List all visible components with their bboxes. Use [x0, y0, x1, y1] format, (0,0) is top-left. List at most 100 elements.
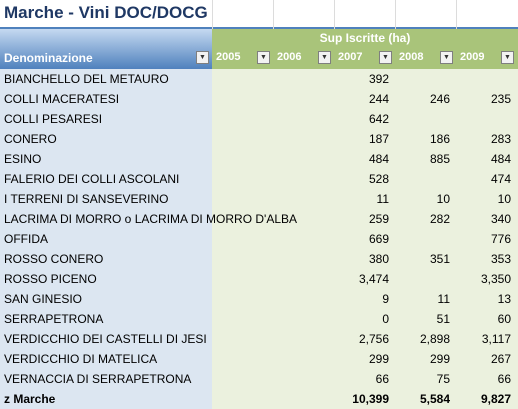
cell-denominazione[interactable]: I TERRENI DI SANSEVERINO	[4, 192, 169, 206]
header-group-label: Sup Iscritte (ha)	[319, 31, 411, 45]
cell-2007[interactable]: 2,756	[358, 332, 389, 346]
column-header-2007: 2007	[338, 51, 363, 63]
cell-2008[interactable]: 186	[429, 132, 450, 146]
cell-2007[interactable]: 642	[368, 112, 389, 126]
cell-denominazione[interactable]: SAN GINESIO	[4, 292, 83, 306]
cell-2008[interactable]: 885	[429, 152, 450, 166]
table-row: VERNACCIA DI SERRAPETRONA 66 75 66	[0, 369, 518, 389]
cell-2008[interactable]: 299	[429, 352, 450, 366]
cell-total-label[interactable]: z Marche	[4, 392, 56, 406]
filter-dropdown-2006[interactable]: ▼	[318, 51, 331, 64]
filter-dropdown-denominazione[interactable]: ▼	[196, 51, 209, 64]
cell-2007[interactable]: 484	[368, 152, 389, 166]
cell-2007[interactable]: 244	[368, 92, 389, 106]
cell-denominazione[interactable]: COLLI MACERATESI	[4, 92, 120, 106]
cell-2009[interactable]: 283	[490, 132, 511, 146]
cell-2009[interactable]: 340	[490, 212, 511, 226]
title-gridline	[273, 0, 274, 29]
sheet-title: Marche - Vini DOC/DOCG	[4, 3, 208, 22]
cell-2009[interactable]: 267	[490, 352, 511, 366]
cell-2007[interactable]: 528	[368, 172, 389, 186]
cell-denominazione[interactable]: FALERIO DEI COLLI ASCOLANI	[4, 172, 180, 186]
cell-2007[interactable]: 380	[368, 252, 389, 266]
cell-2009[interactable]: 484	[490, 152, 511, 166]
table-row: VERDICCHIO DI MATELICA 299 299 267	[0, 349, 518, 369]
cell-2009[interactable]: 3,117	[481, 332, 511, 346]
cell-total-2008[interactable]: 5,584	[419, 392, 450, 406]
cell-2007[interactable]: 259	[368, 212, 389, 226]
cell-2007[interactable]: 392	[368, 72, 389, 86]
cell-2007[interactable]: 11	[376, 192, 389, 206]
cell-denominazione[interactable]: ROSSO CONERO	[4, 252, 104, 266]
table-row: COLLI PESARESI 642	[0, 109, 518, 129]
cell-denominazione[interactable]: VERNACCIA DI SERRAPETRONA	[4, 372, 192, 386]
cell-2009[interactable]: 3,350	[480, 272, 511, 286]
cell-2007[interactable]: 9	[382, 292, 389, 306]
column-header-2008: 2008	[399, 51, 424, 63]
column-header-2006: 2006	[277, 51, 302, 63]
cell-denominazione[interactable]: BIANCHELLO DEL METAURO	[4, 72, 169, 86]
filter-dropdown-2008[interactable]: ▼	[440, 51, 453, 64]
title-gridline	[456, 0, 457, 29]
cell-2007[interactable]: 3,474	[358, 272, 389, 286]
cell-2009[interactable]: 353	[490, 252, 511, 266]
denominazione-column	[0, 69, 212, 409]
column-header-2005: 2005	[216, 51, 241, 63]
table-row: COLLI MACERATESI 244 246 235	[0, 89, 518, 109]
cell-denominazione[interactable]: VERDICCHIO DEI CASTELLI DI JESI	[4, 332, 207, 346]
cell-2009[interactable]: 66	[497, 372, 511, 386]
cell-2008[interactable]: 75	[436, 372, 450, 386]
cell-total-2009[interactable]: 9,827	[480, 392, 511, 406]
cell-denominazione[interactable]: OFFIDA	[4, 232, 48, 246]
table-row: OFFIDA 669 776	[0, 229, 518, 249]
table-row: LACRIMA DI MORRO o LACRIMA DI MORRO D'AL…	[0, 209, 518, 229]
cell-2009[interactable]: 60	[497, 312, 511, 326]
table-row: ROSSO CONERO 380 351 353	[0, 249, 518, 269]
cell-2008[interactable]: 282	[429, 212, 450, 226]
table-row: CONERO 187 186 283	[0, 129, 518, 149]
cell-2008[interactable]: 351	[429, 252, 450, 266]
values-area	[212, 69, 518, 409]
cell-2009[interactable]: 776	[490, 232, 511, 246]
cell-denominazione[interactable]: CONERO	[4, 132, 57, 146]
cell-2009[interactable]: 235	[490, 92, 511, 106]
cell-2007[interactable]: 0	[382, 312, 389, 326]
cell-denominazione[interactable]: ROSSO PICENO	[4, 272, 97, 286]
filter-dropdown-2009[interactable]: ▼	[501, 51, 514, 64]
cell-2009[interactable]: 474	[490, 172, 511, 186]
title-row: Marche - Vini DOC/DOCG	[0, 0, 518, 29]
table-row: FALERIO DEI COLLI ASCOLANI 528 474	[0, 169, 518, 189]
table-row: BIANCHELLO DEL METAURO 392	[0, 69, 518, 89]
cell-2007[interactable]: 187	[368, 132, 389, 146]
title-gridline	[212, 0, 213, 29]
table-row: SERRAPETRONA 0 51 60	[0, 309, 518, 329]
total-row: z Marche 10,399 5,584 9,827	[0, 389, 518, 409]
cell-denominazione[interactable]: SERRAPETRONA	[4, 312, 104, 326]
title-gridline	[334, 0, 335, 29]
table-row: SAN GINESIO 9 11 13	[0, 289, 518, 309]
cell-2009[interactable]: 13	[497, 292, 511, 306]
header-denominazione-cell	[0, 29, 212, 69]
cell-denominazione[interactable]: VERDICCHIO DI MATELICA	[4, 352, 158, 366]
column-header-denominazione: Denominazione	[4, 51, 93, 65]
cell-2008[interactable]: 2,898	[419, 332, 450, 346]
table-row: VERDICCHIO DEI CASTELLI DI JESI 2,756 2,89…	[0, 329, 518, 349]
cell-denominazione[interactable]: COLLI PESARESI	[4, 112, 103, 126]
cell-2008[interactable]: 246	[429, 92, 450, 106]
cell-total-2007[interactable]: 10,399	[352, 392, 389, 406]
table-row: ROSSO PICENO 3,474 3,350	[0, 269, 518, 289]
cell-2007[interactable]: 669	[368, 232, 389, 246]
title-gridline	[395, 0, 396, 29]
cell-2008[interactable]: 51	[436, 312, 450, 326]
cell-2007[interactable]: 66	[375, 372, 389, 386]
cell-2008[interactable]: 11	[437, 292, 450, 306]
cell-2009[interactable]: 10	[497, 192, 511, 206]
cell-denominazione[interactable]: ESINO	[4, 152, 42, 166]
filter-dropdown-2007[interactable]: ▼	[379, 51, 392, 64]
cell-2007[interactable]: 299	[368, 352, 389, 366]
table-row: ESINO 484 885 484	[0, 149, 518, 169]
filter-dropdown-2005[interactable]: ▼	[257, 51, 270, 64]
cell-2008[interactable]: 10	[436, 192, 450, 206]
cell-denominazione[interactable]: LACRIMA DI MORRO o LACRIMA DI MORRO D'AL…	[4, 212, 298, 226]
table-row: I TERRENI DI SANSEVERINO 11 10 10	[0, 189, 518, 209]
